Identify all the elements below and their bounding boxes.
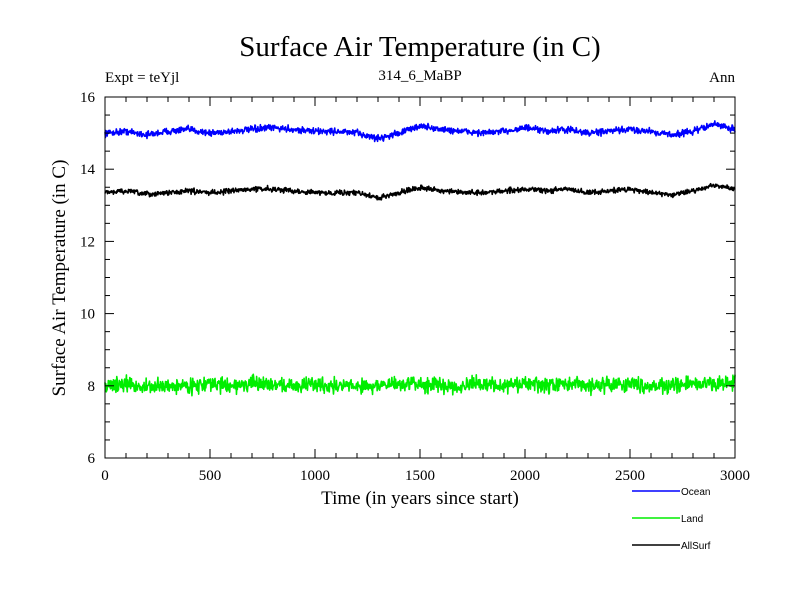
x-tick-label: 1500	[405, 468, 435, 484]
series-layer	[104, 120, 736, 397]
expt-label: Expt = teYjl	[105, 70, 179, 86]
season-label: Ann	[709, 70, 735, 86]
y-tick-label: 10	[80, 307, 95, 323]
y-tick-label: 14	[80, 162, 96, 178]
y-tick-label: 12	[80, 234, 95, 250]
x-axis-label: Time (in years since start)	[321, 488, 519, 509]
x-tick-label: 500	[199, 468, 222, 484]
legend: Ocean Land AllSurf	[632, 487, 711, 552]
series-line-ocean	[104, 120, 736, 143]
x-tick-label: 0	[101, 468, 109, 484]
x-tick-label: 3000	[720, 468, 750, 484]
x-tick-label: 2000	[510, 468, 540, 484]
x-tick-labels: 0 500 1000 1500 2000 2500 3000	[101, 468, 750, 484]
legend-label-allsurf: AllSurf	[681, 541, 711, 552]
y-tick-label: 8	[88, 379, 96, 395]
y-axis-label: Surface Air Temperature (in C)	[49, 160, 70, 397]
chart-title: Surface Air Temperature (in C)	[239, 31, 600, 63]
y-tick-labels: 6 8 10 12 14 16	[80, 90, 96, 467]
series-line-allsurf	[104, 182, 736, 201]
legend-label-land: Land	[681, 514, 703, 525]
plot-frame	[104, 96, 736, 459]
x-tick-label: 2500	[615, 468, 645, 484]
period-label: 314_6_MaBP	[378, 68, 461, 84]
legend-label-ocean: Ocean	[681, 487, 710, 498]
x-tick-label: 1000	[300, 468, 330, 484]
tick-marks	[104, 96, 736, 459]
series-line-land	[104, 373, 736, 397]
y-tick-label: 6	[88, 451, 96, 467]
y-tick-label: 16	[80, 90, 96, 106]
